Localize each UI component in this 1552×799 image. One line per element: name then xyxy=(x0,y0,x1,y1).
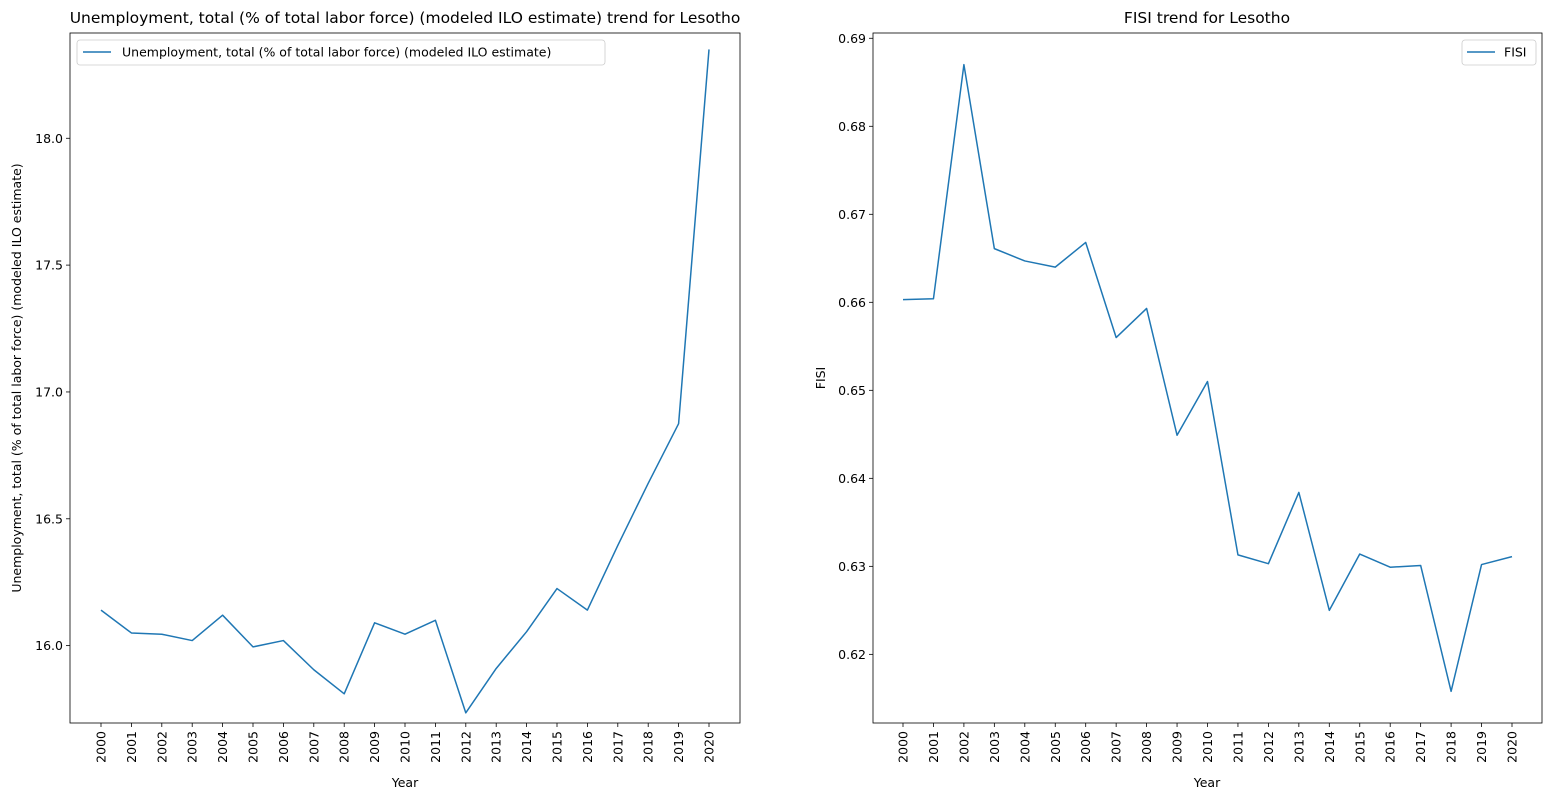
y-tick-label: 0.67 xyxy=(838,207,866,222)
y-tick-label: 16.5 xyxy=(35,511,63,526)
x-tick-label: 2002 xyxy=(956,731,971,763)
y-axis-ticks: 0.62 0.63 0.64 0.65 0.66 0.67 0.68 0.69 xyxy=(838,31,873,662)
chart-title: FISI trend for Lesotho xyxy=(1124,9,1290,27)
x-tick-label: 2017 xyxy=(1413,731,1428,763)
x-tick-label: 2020 xyxy=(702,731,717,763)
x-tick-label: 2004 xyxy=(215,731,230,763)
x-tick-label: 2011 xyxy=(1230,731,1245,763)
x-tick-label: 2014 xyxy=(1322,731,1337,763)
legend-entry: FISI xyxy=(1504,45,1527,60)
y-tick-label: 0.62 xyxy=(838,647,866,662)
x-tick-label: 2017 xyxy=(610,731,625,763)
x-tick-label: 2003 xyxy=(185,731,200,763)
y-tick-label: 16.0 xyxy=(35,638,63,653)
x-tick-label: 2015 xyxy=(550,731,565,763)
x-tick-label: 2019 xyxy=(1474,731,1489,763)
x-tick-label: 2010 xyxy=(398,731,413,763)
x-tick-label: 2001 xyxy=(124,731,139,763)
fisi-chart: FISI trend for Lesotho Year FISI 2000 200… xyxy=(813,9,1543,790)
x-tick-label: 2013 xyxy=(489,731,504,763)
x-axis-label: Year xyxy=(1193,775,1221,790)
plot-frame xyxy=(872,32,1543,724)
legend-box xyxy=(1461,39,1537,66)
x-tick-label: 2009 xyxy=(367,731,382,763)
x-tick-label: 2012 xyxy=(1261,731,1276,763)
x-tick-label: 2018 xyxy=(1444,731,1459,763)
x-tick-label: 2002 xyxy=(154,731,169,763)
x-tick-label: 2008 xyxy=(1139,731,1154,763)
x-tick-label: 2019 xyxy=(671,731,686,763)
x-tick-label: 2016 xyxy=(1383,731,1398,763)
x-tick-label: 2006 xyxy=(1078,731,1093,763)
series-line xyxy=(100,49,710,714)
series-lines xyxy=(902,63,1513,693)
plot-frame xyxy=(69,32,741,724)
x-tick-label: 2005 xyxy=(1048,731,1063,763)
unemployment-chart: Unemployment, total (% of total labor fo… xyxy=(9,9,741,790)
legend-entry: Unemployment, total (% of total labor fo… xyxy=(122,45,551,60)
x-tick-label: 2011 xyxy=(428,731,443,763)
x-tick-label: 2001 xyxy=(926,731,941,763)
y-tick-label: 0.65 xyxy=(838,383,866,398)
y-axis-label: Unemployment, total (% of total labor fo… xyxy=(9,163,24,592)
y-tick-label: 0.66 xyxy=(838,295,866,310)
y-tick-label: 18.0 xyxy=(35,131,63,146)
x-tick-label: 2014 xyxy=(519,731,534,763)
legend: Unemployment, total (% of total labor fo… xyxy=(76,39,606,66)
x-tick-label: 2004 xyxy=(1017,731,1032,763)
legend-box xyxy=(76,39,606,66)
series-lines xyxy=(100,49,710,714)
x-tick-label: 2007 xyxy=(1109,731,1124,763)
y-tick-label: 0.68 xyxy=(838,119,866,134)
chart-title: Unemployment, total (% of total labor fo… xyxy=(70,9,741,27)
x-tick-label: 2020 xyxy=(1505,731,1520,763)
y-tick-label: 0.69 xyxy=(838,31,866,46)
x-tick-label: 2000 xyxy=(896,731,911,763)
y-axis-label: FISI xyxy=(813,367,828,390)
x-axis-label: Year xyxy=(391,775,419,790)
x-axis-ticks: 2000 2001 2002 2003 2004 2005 2006 2007 2008 2009… xyxy=(896,723,1520,763)
x-tick-label: 2007 xyxy=(306,731,321,763)
legend: FISI xyxy=(1461,39,1537,66)
x-tick-label: 2006 xyxy=(276,731,291,763)
x-tick-label: 2000 xyxy=(94,731,109,763)
x-tick-label: 2003 xyxy=(987,731,1002,763)
x-tick-label: 2005 xyxy=(246,731,261,763)
y-tick-label: 0.64 xyxy=(838,471,866,486)
x-tick-label: 2012 xyxy=(458,731,473,763)
y-tick-label: 0.63 xyxy=(838,559,866,574)
x-tick-label: 2016 xyxy=(580,731,595,763)
series-line xyxy=(902,63,1513,693)
y-tick-label: 17.5 xyxy=(35,258,63,273)
x-tick-label: 2013 xyxy=(1291,731,1306,763)
x-axis-ticks: 2000 2001 2002 2003 2004 2005 2006 2007 2008 2009… xyxy=(94,723,717,763)
x-tick-label: 2015 xyxy=(1352,731,1367,763)
x-tick-label: 2008 xyxy=(337,731,352,763)
y-tick-label: 17.0 xyxy=(35,384,63,399)
x-tick-label: 2010 xyxy=(1200,731,1215,763)
x-tick-label: 2018 xyxy=(641,731,656,763)
x-tick-label: 2009 xyxy=(1170,731,1185,763)
y-axis-ticks: 16.0 16.5 17.0 17.5 18.0 xyxy=(35,131,70,653)
